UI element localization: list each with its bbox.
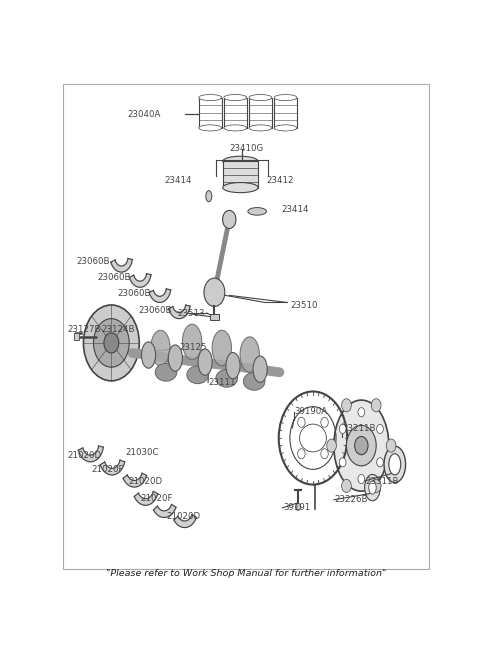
Ellipse shape: [206, 191, 212, 202]
Bar: [199, 97, 222, 128]
Text: 23410G: 23410G: [229, 144, 263, 153]
Ellipse shape: [212, 330, 231, 366]
Circle shape: [84, 305, 139, 381]
Ellipse shape: [168, 345, 182, 371]
Polygon shape: [168, 305, 190, 319]
Circle shape: [342, 399, 351, 412]
Text: 23414: 23414: [165, 175, 192, 185]
Text: 23127B: 23127B: [67, 325, 101, 334]
Text: 23060B: 23060B: [97, 273, 131, 282]
Text: 23513: 23513: [177, 309, 204, 318]
Ellipse shape: [187, 366, 208, 384]
Text: 39191: 39191: [283, 503, 311, 512]
Ellipse shape: [369, 481, 376, 494]
Ellipse shape: [253, 356, 267, 382]
Ellipse shape: [249, 125, 272, 131]
Circle shape: [223, 210, 236, 229]
Ellipse shape: [384, 446, 406, 482]
Circle shape: [377, 424, 384, 434]
Circle shape: [321, 449, 328, 459]
Circle shape: [298, 449, 305, 459]
Ellipse shape: [142, 342, 156, 368]
Ellipse shape: [274, 95, 297, 101]
Text: 23510: 23510: [290, 301, 318, 310]
Circle shape: [321, 417, 328, 427]
Text: 21020F: 21020F: [92, 465, 124, 474]
Text: 23060B: 23060B: [77, 258, 110, 267]
Ellipse shape: [199, 95, 222, 101]
Ellipse shape: [389, 454, 401, 475]
Ellipse shape: [155, 363, 177, 381]
Ellipse shape: [249, 95, 272, 101]
Circle shape: [296, 503, 300, 510]
Text: 23040A: 23040A: [127, 110, 160, 119]
Text: "Please refer to Work Shop Manual for further information": "Please refer to Work Shop Manual for fu…: [106, 569, 386, 578]
Text: 23226B: 23226B: [335, 495, 368, 504]
Text: 23111: 23111: [209, 378, 236, 387]
Circle shape: [355, 436, 368, 455]
Ellipse shape: [240, 337, 259, 373]
Text: 23124B: 23124B: [101, 325, 134, 334]
Text: 23060B: 23060B: [118, 289, 151, 298]
Ellipse shape: [223, 183, 258, 193]
Circle shape: [94, 319, 129, 367]
Polygon shape: [149, 289, 171, 302]
Text: 23311B: 23311B: [365, 476, 398, 486]
Circle shape: [358, 407, 365, 417]
Polygon shape: [174, 514, 196, 528]
Ellipse shape: [198, 349, 212, 375]
Text: 21020D: 21020D: [67, 451, 102, 460]
Circle shape: [339, 424, 346, 434]
Polygon shape: [100, 460, 125, 475]
Ellipse shape: [216, 369, 238, 387]
Circle shape: [204, 278, 225, 307]
Bar: [74, 333, 79, 340]
Polygon shape: [111, 258, 132, 272]
Text: 23414: 23414: [281, 205, 309, 214]
Text: 21020F: 21020F: [140, 494, 172, 503]
Ellipse shape: [199, 125, 222, 131]
Bar: [249, 97, 272, 128]
Text: 21020D: 21020D: [129, 476, 163, 486]
Bar: [224, 97, 247, 128]
Circle shape: [377, 458, 384, 467]
Circle shape: [358, 474, 365, 484]
Ellipse shape: [365, 474, 380, 501]
Ellipse shape: [224, 95, 247, 101]
Circle shape: [372, 480, 381, 493]
Circle shape: [372, 399, 381, 412]
Ellipse shape: [182, 324, 202, 359]
Ellipse shape: [226, 353, 240, 379]
Ellipse shape: [223, 156, 258, 166]
Text: 23211B: 23211B: [343, 424, 376, 434]
Polygon shape: [130, 274, 151, 287]
Ellipse shape: [334, 400, 389, 491]
Text: 39190A: 39190A: [294, 407, 327, 417]
Polygon shape: [123, 473, 146, 487]
Polygon shape: [134, 491, 158, 505]
Bar: [223, 162, 258, 188]
Ellipse shape: [248, 208, 266, 215]
Circle shape: [104, 333, 119, 353]
Circle shape: [342, 480, 351, 493]
Ellipse shape: [151, 330, 170, 366]
Text: 23060B: 23060B: [138, 306, 172, 315]
Bar: [274, 97, 297, 128]
Ellipse shape: [224, 125, 247, 131]
Circle shape: [298, 417, 305, 427]
Circle shape: [339, 458, 346, 467]
Polygon shape: [154, 505, 176, 518]
Ellipse shape: [274, 125, 297, 131]
Circle shape: [347, 425, 376, 466]
Ellipse shape: [243, 373, 265, 390]
Circle shape: [386, 439, 396, 452]
Circle shape: [327, 439, 336, 452]
Bar: [210, 313, 219, 320]
Polygon shape: [78, 446, 103, 462]
Text: 23412: 23412: [266, 175, 294, 185]
Text: 23125: 23125: [179, 344, 206, 352]
Text: 21030C: 21030C: [125, 447, 158, 457]
Text: 21020D: 21020D: [166, 512, 200, 521]
